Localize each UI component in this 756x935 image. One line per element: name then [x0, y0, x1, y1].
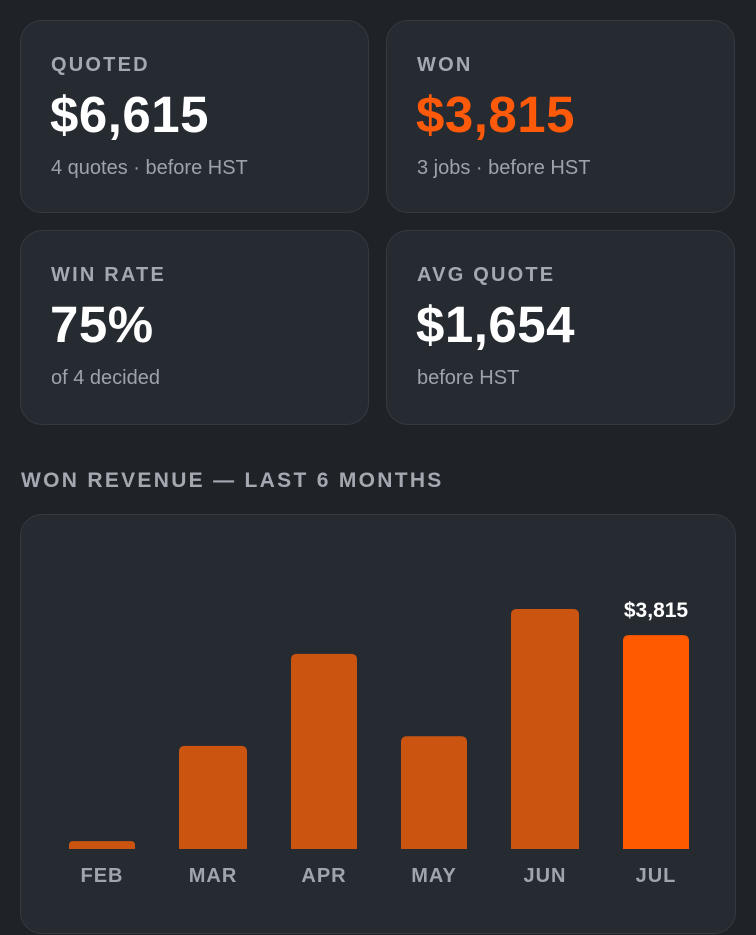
stat-card-won: WON $3,815 3 jobs · before HST [386, 20, 735, 213]
bar-mar [179, 745, 247, 849]
revenue-bar-chart: FEB MAR APR MAY JUN JUL $3,815 [69, 599, 689, 887]
bar-may [401, 736, 467, 849]
stat-value: $6,615 [50, 86, 209, 143]
x-tick-label: MAR [189, 865, 238, 887]
stat-label: QUOTED [51, 54, 150, 76]
stat-subtext: 4 quotes · before HST [51, 157, 248, 179]
x-tick-label: JUN [523, 865, 566, 887]
stat-label: WIN RATE [51, 264, 166, 286]
data-label: $3,815 [624, 599, 689, 622]
stat-value: 75% [50, 296, 154, 353]
stat-label: AVG QUOTE [417, 264, 556, 286]
x-tick-label: JUL [636, 865, 677, 887]
stat-value: $1,654 [416, 296, 575, 353]
bar-jul [623, 635, 689, 849]
x-tick-label: MAY [411, 865, 457, 887]
stat-card-avg-quote: AVG QUOTE $1,654 before HST [386, 230, 735, 425]
bar-apr [291, 653, 357, 849]
stat-card-win-rate: WIN RATE 75% of 4 decided [20, 230, 369, 425]
stat-subtext: 3 jobs · before HST [417, 157, 591, 179]
bar-feb [69, 841, 135, 849]
x-tick-label: APR [301, 865, 346, 887]
bar-jun [511, 609, 579, 849]
stat-value: $3,815 [416, 86, 575, 143]
stat-label: WON [417, 54, 473, 76]
stat-subtext: of 4 decided [51, 367, 160, 389]
stat-card-quoted: QUOTED $6,615 4 quotes · before HST [20, 20, 369, 213]
x-tick-label: FEB [81, 865, 124, 887]
section-title: WON REVENUE — LAST 6 MONTHS [21, 469, 444, 492]
stat-subtext: before HST [417, 367, 520, 389]
revenue-chart-card: FEB MAR APR MAY JUN JUL $3,815 [20, 514, 736, 934]
